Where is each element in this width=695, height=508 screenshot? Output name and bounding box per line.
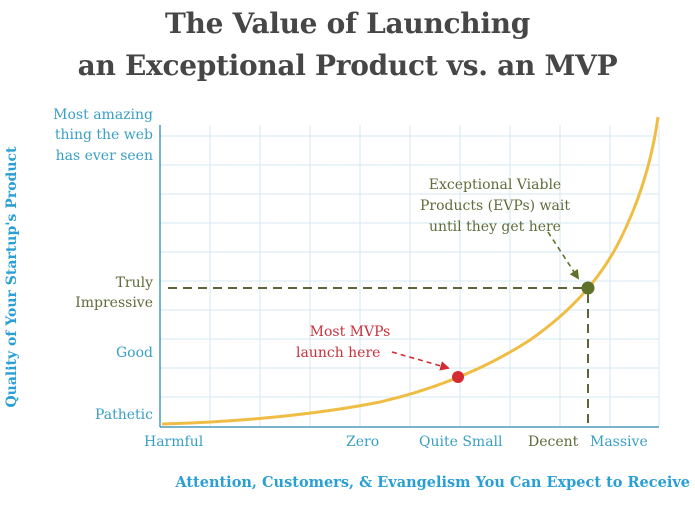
x-label-harmful: Harmful [144, 434, 204, 450]
mvp-point [452, 371, 464, 383]
chart-title-line2: an Exceptional Product vs. an MVP [77, 49, 618, 82]
x-label-quite-small: Quite Small [419, 434, 503, 450]
evp-annotation-line2: Products (EVPs) wait [420, 198, 570, 214]
evp-point [581, 281, 595, 295]
y-label-truly: Truly [115, 275, 153, 291]
grid-lines [160, 125, 660, 426]
y-label-top-3: has ever seen [55, 148, 153, 164]
chart-title-line1: The Value of Launching [164, 7, 530, 40]
x-label-decent: Decent [528, 434, 579, 450]
y-label-good: Good [115, 345, 153, 361]
y-label-impressive: Impressive [75, 295, 153, 311]
evp-annotation-line1: Exceptional Viable [428, 177, 562, 193]
quality-curve [161, 116, 660, 426]
mvp-annotation-line2: launch here [296, 345, 381, 361]
evp-annotation-line3: until they get here [429, 219, 561, 235]
mvp-arrow [391, 351, 450, 371]
y-label-top-1: Most amazing [53, 107, 153, 123]
x-label-zero: Zero [346, 434, 380, 450]
x-label-massive: Massive [590, 434, 648, 450]
y-label-pathetic: Pathetic [94, 407, 153, 423]
y-label-top-2: thing the web [54, 127, 153, 143]
evp-annotation: Exceptional Viable Products (EVPs) wait … [395, 175, 595, 238]
mvp-annotation-line1: Most MVPs [309, 324, 391, 340]
x-axis-title: Attention, Customers, & Evangelism You C… [175, 474, 690, 491]
y-axis-title: Quality of Your Startup's Product [4, 146, 20, 408]
mvp-annotation: Most MVPs launch here [280, 322, 420, 364]
evp-arrow [547, 231, 580, 280]
